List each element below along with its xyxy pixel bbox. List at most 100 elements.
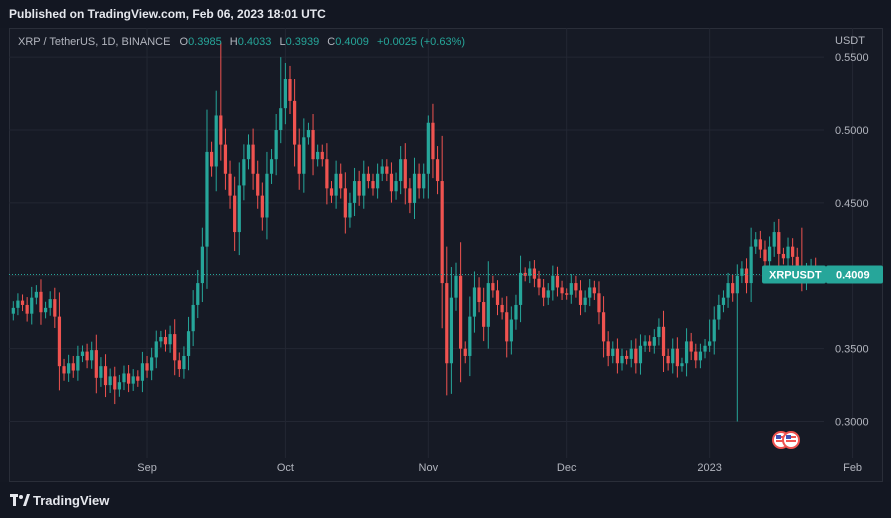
legend-open: 0.3985 xyxy=(188,36,222,48)
candle xyxy=(675,337,679,378)
candle-body xyxy=(76,355,80,371)
candle xyxy=(560,280,564,300)
candle xyxy=(126,365,131,393)
candle xyxy=(528,261,532,284)
legend-change: +0.0025 (+0.63%) xyxy=(376,36,466,48)
candle xyxy=(39,279,43,325)
candle-body xyxy=(459,275,463,349)
candle xyxy=(505,296,509,358)
candle xyxy=(34,285,38,305)
candle xyxy=(131,369,135,391)
candle-body xyxy=(449,297,454,364)
tradingview-logo-icon xyxy=(10,494,30,506)
candle xyxy=(726,272,730,308)
candle xyxy=(348,192,352,228)
candle xyxy=(601,296,606,358)
candle-body xyxy=(749,246,753,284)
candle xyxy=(703,339,707,359)
candle-body xyxy=(16,300,20,308)
candle-body xyxy=(274,130,278,160)
legend-close: 0.4009 xyxy=(335,36,369,48)
grid-lines xyxy=(9,28,854,458)
candle-body xyxy=(777,232,781,254)
candle xyxy=(200,227,204,303)
price-tag-symbol-box xyxy=(762,265,826,284)
candle xyxy=(791,238,795,266)
candle-body xyxy=(435,159,440,182)
candle xyxy=(136,370,140,387)
candle-body xyxy=(269,159,274,174)
candle-body xyxy=(196,283,200,305)
candle-body xyxy=(223,144,228,174)
candle-body xyxy=(385,166,389,174)
candle-body xyxy=(228,173,232,196)
candle xyxy=(449,267,454,394)
candle xyxy=(352,167,357,217)
candle xyxy=(772,221,776,257)
candle-body xyxy=(219,115,223,145)
candle xyxy=(472,271,477,333)
candle-body xyxy=(703,345,707,352)
candle-body xyxy=(578,290,583,305)
candle-body xyxy=(292,100,297,145)
candle xyxy=(302,118,306,193)
candle xyxy=(731,274,735,302)
candle xyxy=(542,279,546,307)
candle-body xyxy=(71,363,75,371)
candle-body xyxy=(708,341,712,346)
candle xyxy=(712,306,716,355)
candle xyxy=(744,258,749,294)
candle-body xyxy=(625,355,629,359)
candle-body xyxy=(648,341,652,346)
candle xyxy=(53,287,57,328)
candle-body xyxy=(574,283,578,291)
candle-body xyxy=(80,351,85,356)
candle xyxy=(242,144,246,201)
candle-body xyxy=(233,195,237,233)
candle-body xyxy=(426,122,430,174)
brand-name[interactable]: TradingView xyxy=(33,493,110,508)
price-tag-price-box xyxy=(826,265,883,284)
candle xyxy=(638,334,643,375)
candle xyxy=(339,163,343,199)
candle xyxy=(735,264,739,422)
candle xyxy=(25,297,29,322)
candle-body xyxy=(302,137,306,174)
candle xyxy=(597,281,601,325)
candle-body xyxy=(735,275,739,294)
candle xyxy=(30,286,34,325)
candle xyxy=(500,297,504,320)
candle-body xyxy=(422,173,426,189)
candle-body xyxy=(781,253,786,259)
events-flags[interactable] xyxy=(772,431,800,449)
candle xyxy=(205,109,209,289)
candle xyxy=(551,265,555,301)
candle xyxy=(615,338,620,374)
candle-body xyxy=(417,173,421,189)
candle-body xyxy=(606,341,610,356)
candle-body xyxy=(680,363,684,367)
candle xyxy=(491,275,495,298)
candle xyxy=(721,290,726,313)
candle-body xyxy=(154,341,158,358)
candle-body xyxy=(251,144,255,174)
candle xyxy=(468,296,472,377)
candle-body xyxy=(689,341,693,352)
candle xyxy=(495,280,500,316)
candle-body xyxy=(357,181,361,196)
candle-body xyxy=(99,366,103,378)
candle xyxy=(71,355,75,378)
candle-body xyxy=(325,159,329,189)
candle-body xyxy=(514,304,518,320)
candle xyxy=(168,325,172,353)
y-tick-label: 0.3500 xyxy=(835,344,869,356)
candle xyxy=(477,277,481,313)
x-tick-label: Dec xyxy=(557,462,577,474)
candle-body xyxy=(371,181,375,189)
candle xyxy=(223,128,228,190)
candle xyxy=(661,310,666,372)
candle xyxy=(94,334,98,394)
candle-body xyxy=(500,304,504,313)
candle-body xyxy=(140,363,145,381)
